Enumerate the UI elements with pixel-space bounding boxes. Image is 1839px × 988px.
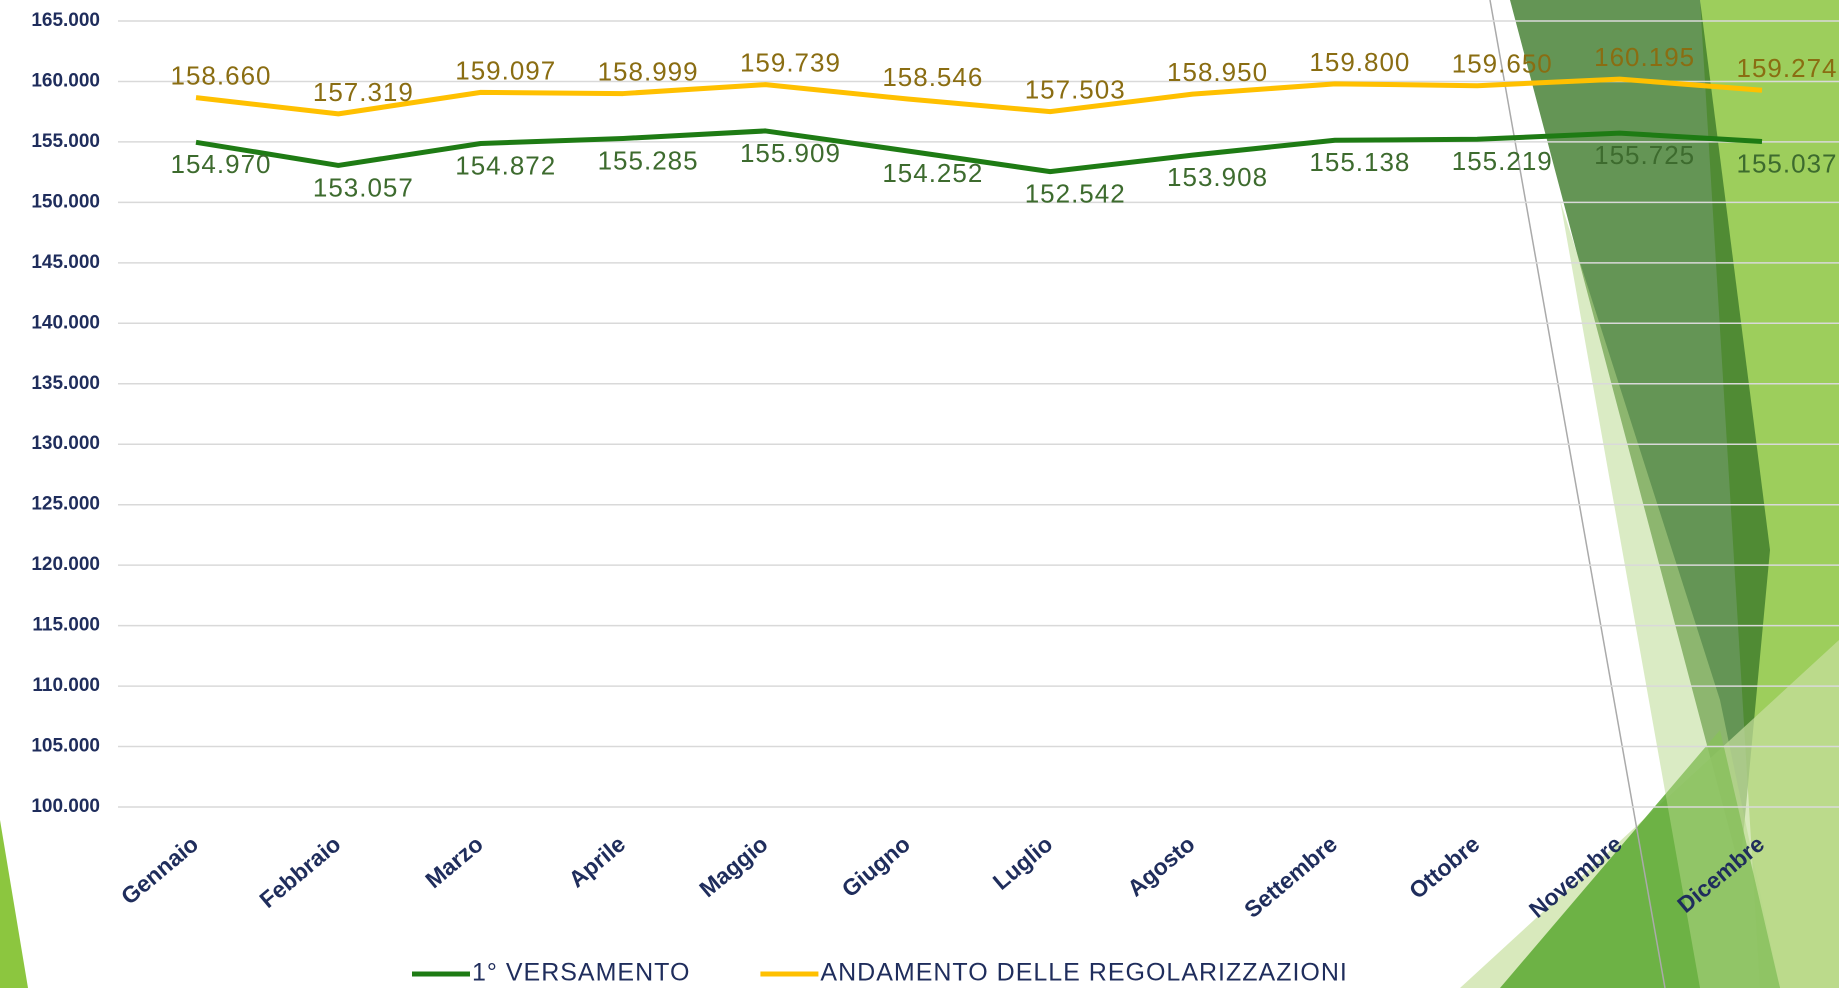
data-label: 159.800 [1309,47,1410,77]
data-label: 159.739 [740,47,841,77]
data-label: 154.252 [882,158,983,188]
data-label: 154.872 [455,150,556,180]
y-tick-label: 100.000 [31,796,100,817]
data-label: 153.057 [313,172,414,202]
data-label: 153.908 [1167,162,1268,192]
data-label: 159.274 [1737,53,1838,83]
data-label: 155.138 [1309,147,1410,177]
legend-label: ANDAMENTO DELLE REGOLARIZZAZIONI [820,959,1347,987]
data-label: 154.970 [171,149,272,179]
y-tick-label: 160.000 [31,70,100,91]
decoration [0,0,1839,988]
y-tick-label: 145.000 [31,252,100,273]
y-tick-label: 125.000 [31,494,100,515]
y-tick-label: 120.000 [31,554,100,575]
data-label: 157.503 [1025,75,1126,105]
x-tick-label: Febbraio [254,831,345,913]
x-tick-label: Settembre [1239,831,1342,923]
data-label: 155.037 [1737,148,1838,178]
y-tick-label: 155.000 [31,131,100,152]
y-tick-label: 130.000 [31,433,100,454]
data-label: 157.319 [313,77,414,107]
y-tick-label: 105.000 [31,736,100,757]
data-label: 158.546 [882,62,983,92]
x-tick-label: Agosto [1122,831,1199,902]
x-tick-label: Aprile [564,831,631,893]
data-label: 155.725 [1594,140,1695,170]
x-tick-label: Luglio [988,831,1058,895]
data-label: 155.285 [598,145,699,175]
y-tick-label: 140.000 [31,312,100,333]
data-label: 155.219 [1452,146,1553,176]
x-tick-label: Giugno [837,831,915,903]
y-tick-label: 135.000 [31,373,100,394]
y-tick-label: 165.000 [31,10,100,31]
x-tick-label: Maggio [694,831,772,903]
data-label: 158.950 [1167,57,1268,87]
decoration-shape [0,820,28,988]
data-label: 158.999 [598,56,699,86]
data-label: 159.097 [455,55,556,85]
legend-label: 1° VERSAMENTO [472,959,690,987]
y-tick-label: 115.000 [32,615,100,636]
x-tick-label: Marzo [420,831,488,894]
data-label: 158.660 [171,61,272,91]
data-label: 160.195 [1594,42,1695,72]
y-tick-label: 150.000 [31,191,100,212]
data-label: 159.650 [1452,49,1553,79]
data-label: 152.542 [1025,179,1126,209]
x-tick-label: Ottobre [1404,831,1484,904]
y-tick-label: 110.000 [32,675,100,696]
data-label: 155.909 [740,138,841,168]
x-tick-label: Gennaio [116,831,203,910]
chart: 100.000 105.000 110.000 115.000 120.000 125.0… [0,0,1839,988]
